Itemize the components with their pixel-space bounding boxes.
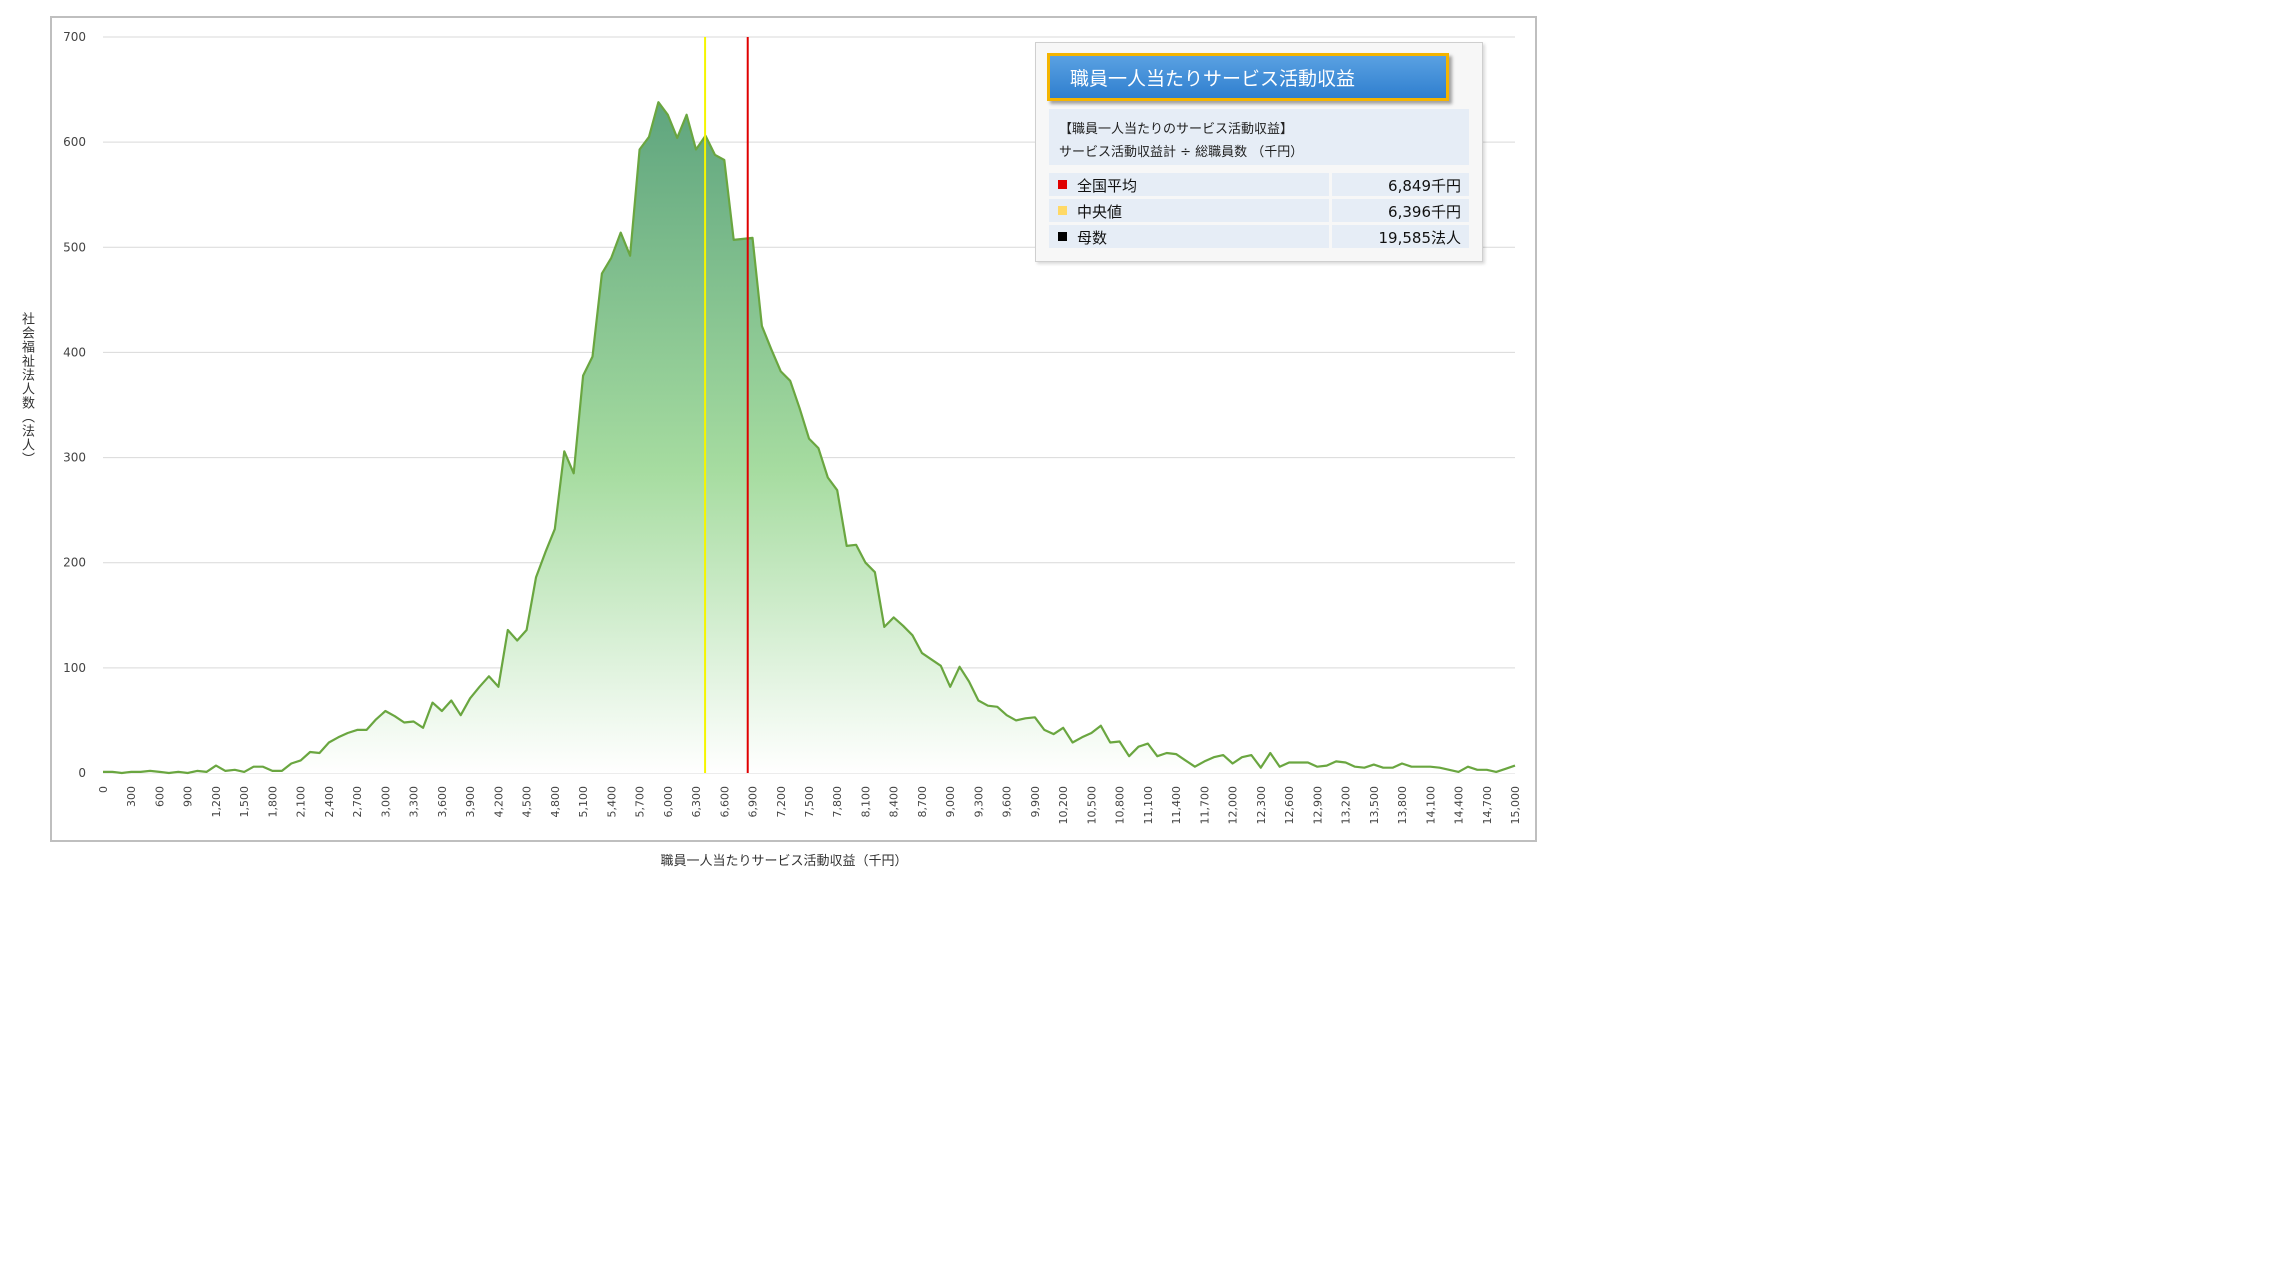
x-tick-label: 10,800 (1114, 786, 1127, 825)
x-tick-label: 3,000 (379, 786, 392, 818)
x-tick-label: 14,100 (1424, 786, 1437, 825)
x-tick-label: 4,500 (521, 786, 534, 818)
y-tick-label: 600 (63, 135, 86, 149)
x-tick-label: 3,600 (436, 786, 449, 818)
y-tick-label: 300 (63, 451, 86, 465)
stat-row-average: 全国平均 6,849千円 (1049, 173, 1469, 196)
stat-value-count: 19,585法人 (1378, 229, 1462, 247)
stat-row-median: 中央値 6,396千円 (1049, 199, 1469, 222)
distribution-area (103, 102, 1515, 773)
y-tick-label: 0 (78, 766, 86, 780)
x-tick-label: 13,200 (1340, 786, 1353, 825)
x-tick-label: 14,400 (1453, 786, 1466, 825)
x-tick-label: 900 (182, 786, 195, 807)
chart-plot: 0 100 200 300 400 500 600 700 0 300 600 900 1,200 1,… (63, 30, 1522, 825)
stat-value-cell: 19,585法人 (1332, 225, 1469, 248)
stat-value-average: 6,849千円 (1388, 177, 1461, 195)
x-tick-label: 12,600 (1283, 786, 1296, 825)
x-tick-label: 11,100 (1142, 786, 1155, 825)
x-tick-label: 12,000 (1227, 786, 1240, 825)
formula-box: 【職員一人当たりのサービス活動収益】 サービス活動収益計 ÷ 総職員数 （千円） (1049, 109, 1469, 165)
x-tick-label: 11,700 (1198, 786, 1211, 825)
stat-label-average: 全国平均 (1077, 177, 1138, 195)
x-tick-label: 1,500 (238, 786, 251, 818)
legend-panel: 職員一人当たりサービス活動収益 【職員一人当たりのサービス活動収益】 サービス活… (1035, 42, 1483, 262)
x-tick-label: 10,200 (1057, 786, 1070, 825)
x-tick-label: 2,700 (351, 786, 364, 818)
y-tick-label: 500 (63, 240, 86, 254)
x-tick-label: 6,900 (747, 786, 760, 818)
x-tick-label: 5,400 (605, 786, 618, 818)
stat-label-cell: 中央値 (1049, 199, 1329, 222)
formula-heading: 【職員一人当たりのサービス活動収益】 (1059, 122, 1294, 137)
stat-label-cell: 全国平均 (1049, 173, 1329, 196)
x-tick-label: 2,400 (323, 786, 336, 818)
x-tick-label: 4,200 (492, 786, 505, 818)
x-tick-label: 6,600 (718, 786, 731, 818)
stat-label-count: 母数 (1077, 229, 1108, 247)
stat-value-median: 6,396千円 (1388, 203, 1461, 221)
x-tick-label: 8,100 (860, 786, 873, 818)
x-axis-title: 職員一人当たりサービス活動収益（千円） (660, 854, 908, 869)
stat-label-cell: 母数 (1049, 225, 1329, 248)
x-tick-label: 12,900 (1311, 786, 1324, 825)
x-tick-label: 5,100 (577, 786, 590, 818)
x-tick-label: 7,800 (831, 786, 844, 818)
x-tick-label: 9,600 (1001, 786, 1014, 818)
y-tick-label: 700 (63, 30, 86, 44)
average-marker (1058, 180, 1067, 189)
x-tick-label: 300 (125, 786, 138, 807)
x-tick-label: 8,400 (888, 786, 901, 818)
x-tick-label: 9,900 (1029, 786, 1042, 818)
stat-label-median: 中央値 (1077, 203, 1123, 221)
x-tick-label: 0 (97, 786, 110, 793)
x-tick-label: 2,100 (295, 786, 308, 818)
y-tick-label: 400 (63, 345, 86, 359)
distribution-line (103, 101, 1516, 775)
x-tick-label: 9,000 (944, 786, 957, 818)
x-tick-label: 1,200 (210, 786, 223, 818)
legend-title-box: 職員一人当たりサービス活動収益 (1047, 53, 1449, 101)
y-axis-title: 社会福祉法人数（法人） (19, 312, 34, 466)
x-tick-label: 8,700 (916, 786, 929, 818)
x-tick-label: 3,900 (464, 786, 477, 818)
x-tick-label: 4,800 (549, 786, 562, 818)
formula-expression: サービス活動収益計 ÷ 総職員数 （千円） (1059, 145, 1304, 160)
x-tick-label: 13,500 (1368, 786, 1381, 825)
x-tick-label: 5,700 (634, 786, 647, 818)
x-tick-label: 15,000 (1509, 786, 1522, 825)
legend-title: 職員一人当たりサービス活動収益 (1070, 68, 1356, 90)
stat-row-count: 母数 19,585法人 (1049, 225, 1469, 248)
x-tick-label: 11,400 (1170, 786, 1183, 825)
count-marker (1058, 232, 1067, 241)
x-tick-label: 1,800 (266, 786, 279, 818)
x-tick-label: 6,000 (662, 786, 675, 818)
x-tick-label: 12,300 (1255, 786, 1268, 825)
y-tick-label: 100 (63, 661, 86, 675)
stat-value-cell: 6,849千円 (1332, 173, 1469, 196)
x-tick-label: 6,300 (690, 786, 703, 818)
x-tick-label: 13,800 (1396, 786, 1409, 825)
x-tick-label: 3,300 (408, 786, 421, 818)
x-tick-label: 600 (154, 786, 167, 807)
x-tick-label: 14,700 (1481, 786, 1494, 825)
x-tick-label: 7,500 (803, 786, 816, 818)
y-tick-label: 200 (63, 556, 86, 570)
x-tick-label: 9,300 (972, 786, 985, 818)
median-marker (1058, 206, 1067, 215)
x-tick-label: 7,200 (775, 786, 788, 818)
x-tick-label: 10,500 (1085, 786, 1098, 825)
stat-value-cell: 6,396千円 (1332, 199, 1469, 222)
chart-frame (50, 16, 1537, 842)
